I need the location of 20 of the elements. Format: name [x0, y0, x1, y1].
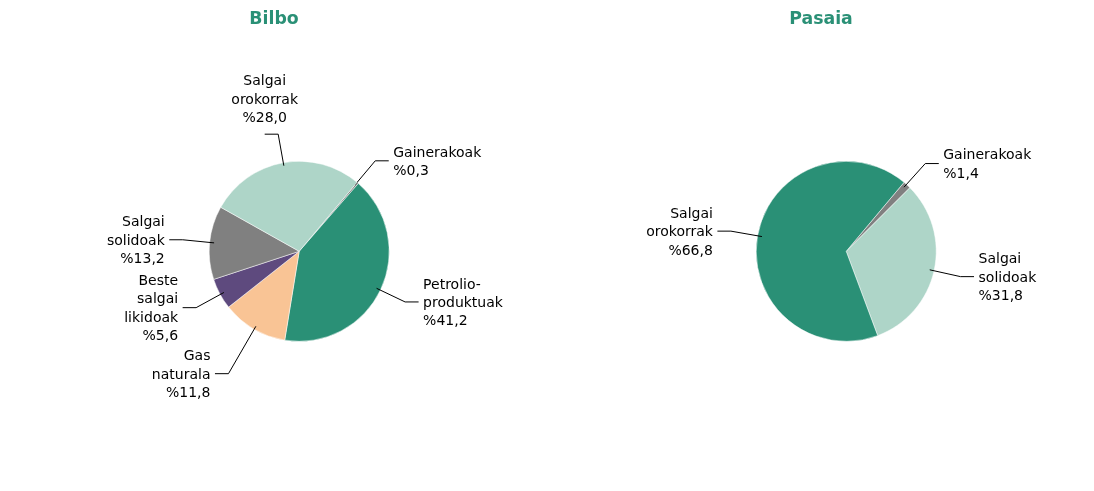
- slice-label: Gainerakoak: [943, 146, 1033, 163]
- data-label: %31,8: [978, 287, 1024, 304]
- slice-label: Salgai orokorrak: [646, 204, 714, 240]
- data-label: %41,2: [423, 312, 468, 329]
- slice-label: Salgai solidoak: [106, 213, 166, 248]
- data-label: %13,2: [120, 250, 165, 267]
- slice-label: Beste salgai likidoak: [124, 272, 180, 325]
- chart-title: Bilbo: [249, 7, 299, 28]
- slice-label: Salgai orokorrak: [231, 72, 299, 107]
- data-label: %66,8: [668, 241, 713, 258]
- data-label: %5,6: [142, 327, 179, 344]
- data-label: %1,4: [943, 164, 979, 181]
- data-label: %11,8: [165, 384, 211, 401]
- chart-title: Pasaia: [789, 7, 853, 28]
- slice-label: Gainerakoak: [393, 143, 483, 160]
- data-label: %28,0: [242, 109, 287, 126]
- slice-label: Petrolio-produktuak: [423, 275, 504, 310]
- slice-label: Salgai solidoak: [978, 250, 1038, 285]
- data-label: %0,3: [393, 162, 429, 179]
- slice-label: Gas naturala: [151, 347, 211, 382]
